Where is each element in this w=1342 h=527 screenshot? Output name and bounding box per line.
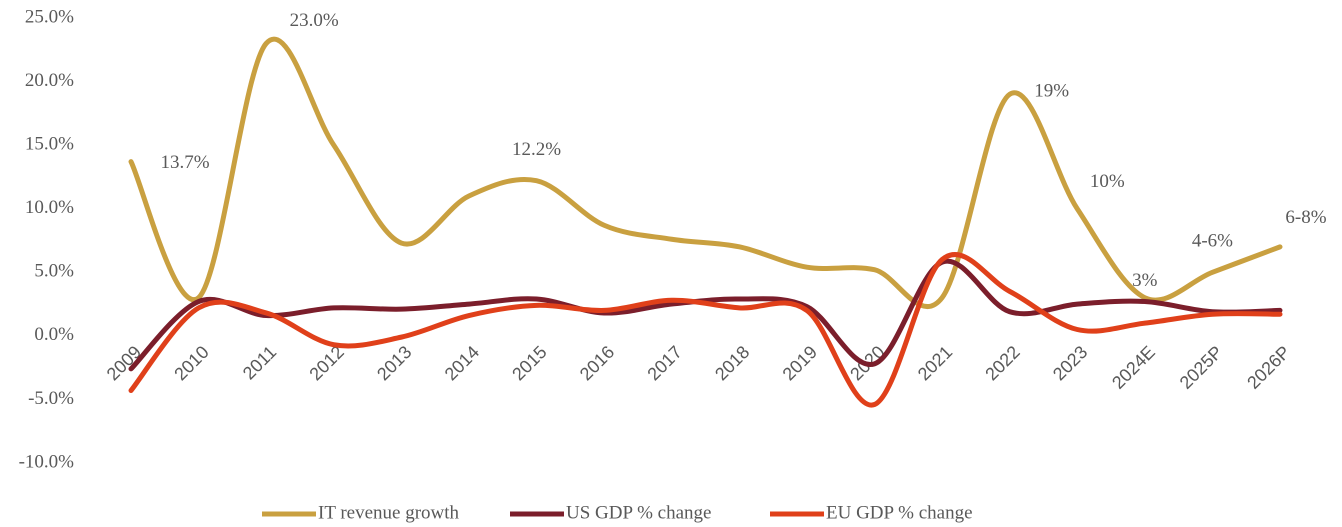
x-tick-label: 2026P	[1243, 342, 1294, 393]
x-tick-label: 2019	[779, 342, 821, 384]
x-tick-label: 2022	[981, 342, 1023, 384]
x-tick-label: 2013	[373, 342, 415, 384]
x-tick-label: 2023	[1049, 342, 1091, 384]
data-label: 3%	[1132, 270, 1158, 291]
series-line	[128, 252, 1283, 408]
legend-label: IT revenue growth	[318, 502, 460, 523]
y-tick-label: 0.0%	[34, 324, 74, 345]
data-label: 4-6%	[1192, 231, 1233, 252]
x-tick-label: 2011	[239, 342, 281, 384]
data-label: 13.7%	[160, 152, 209, 173]
y-tick-label: 5.0%	[34, 261, 74, 282]
data-label: 10%	[1090, 171, 1125, 192]
x-tick-label: 2012	[305, 342, 347, 384]
y-tick-label: 15.0%	[25, 134, 74, 155]
series-line	[128, 36, 1283, 309]
y-tick-label: 20.0%	[25, 70, 74, 91]
x-tick-label: 2010	[170, 342, 212, 384]
data-label: 12.2%	[512, 139, 561, 160]
x-tick-label: 2018	[711, 342, 753, 384]
data-label: 19%	[1034, 81, 1069, 102]
x-tick-label: 2015	[508, 342, 550, 384]
y-tick-label: 10.0%	[25, 197, 74, 218]
legend-label: EU GDP % change	[826, 502, 973, 523]
x-tick-label: 2021	[914, 342, 956, 384]
x-tick-label: 2025P	[1176, 342, 1227, 393]
series-line	[128, 258, 1283, 372]
data-label: 23.0%	[290, 10, 339, 31]
y-tick-label: 25.0%	[25, 6, 74, 27]
x-tick-label: 2024E	[1108, 342, 1159, 393]
x-tick-label: 2014	[441, 342, 483, 384]
y-tick-label: -10.0%	[19, 451, 75, 472]
x-tick-label: 2017	[643, 342, 685, 384]
data-label: 6-8%	[1285, 207, 1326, 228]
x-tick-label: 2016	[576, 342, 618, 384]
y-tick-label: -5.0%	[28, 388, 74, 409]
legend-label: US GDP % change	[566, 502, 711, 523]
